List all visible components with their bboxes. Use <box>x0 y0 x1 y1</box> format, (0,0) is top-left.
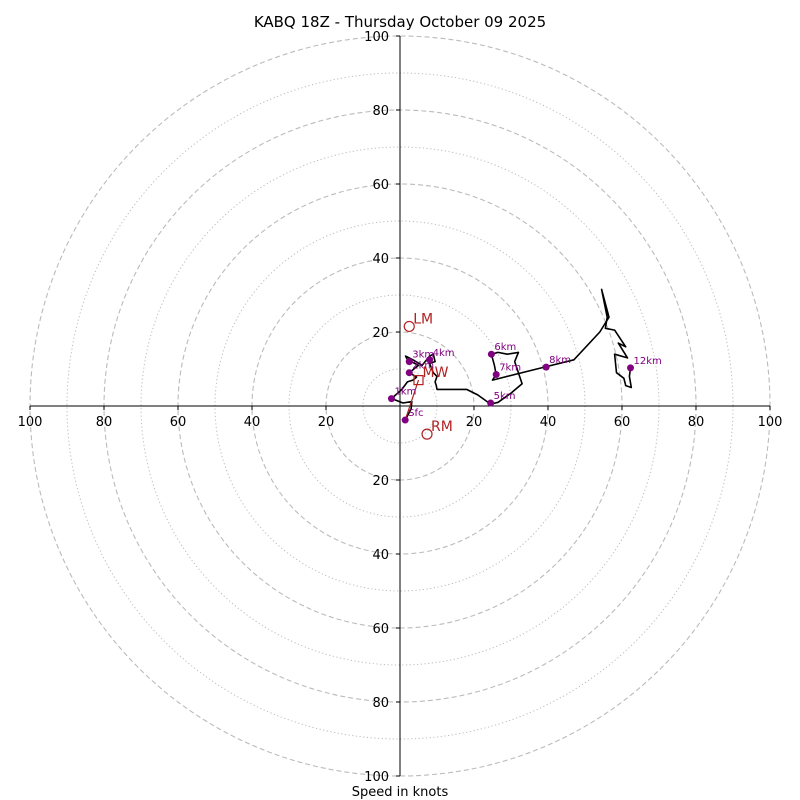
height-label-4km: 4km <box>433 348 455 359</box>
height-point-3km <box>405 358 413 366</box>
storm-motion-marker-lm <box>403 320 415 333</box>
height-label-7km: 7km <box>499 363 521 374</box>
height-label-1km: 1km <box>394 387 416 398</box>
storm-motion-label-rm: RM <box>431 419 453 435</box>
x-tick-label: 100 <box>18 415 43 430</box>
height-point-4km <box>426 356 434 364</box>
x-tick-label: 60 <box>170 415 187 430</box>
height-point-1km <box>387 395 395 403</box>
y-tick-label: 80 <box>372 104 389 119</box>
y-tick-label: 100 <box>364 30 389 45</box>
y-tick-label: 100 <box>364 770 389 785</box>
height-point-sfc <box>401 416 409 424</box>
height-label-5km: 5km <box>494 391 516 402</box>
storm-motion-label-lm: LM <box>413 311 433 327</box>
x-tick-label: 40 <box>540 415 557 430</box>
x-axis-label: Speed in knots <box>352 785 449 800</box>
height-point-6km <box>487 350 495 358</box>
height-label-6km: 6km <box>494 342 516 353</box>
x-tick-label: 40 <box>244 415 261 430</box>
x-tick-label: 80 <box>96 415 113 430</box>
height-point-8km <box>542 363 550 371</box>
height-label-8km: 8km <box>549 355 571 366</box>
height-point-12km <box>627 364 635 372</box>
x-tick-label: 20 <box>466 415 483 430</box>
height-label-2km: 2km <box>412 361 434 372</box>
y-tick-label: 80 <box>372 696 389 711</box>
height-point-5km <box>487 399 495 407</box>
hodograph-trace <box>390 288 633 421</box>
x-tick-label: 100 <box>758 415 783 430</box>
height-point-7km <box>492 371 500 379</box>
height-point-2km <box>405 369 413 377</box>
mean-wind-vector <box>404 379 420 421</box>
y-tick-label: 40 <box>372 548 389 563</box>
chart-title: KABQ 18Z - Thursday October 09 2025 <box>254 13 546 31</box>
height-label-3km: 3km <box>412 350 434 361</box>
y-tick-label: 60 <box>372 178 389 193</box>
storm-motion-marker-mw <box>413 375 424 386</box>
x-tick-label: 80 <box>688 415 705 430</box>
storm-motion-label-mw: MW <box>423 365 449 381</box>
y-tick-label: 20 <box>372 326 389 341</box>
height-label-12km: 12km <box>634 356 662 367</box>
x-tick-label: 60 <box>614 415 631 430</box>
storm-motion-marker-rm <box>421 428 433 440</box>
y-tick-label: 60 <box>372 622 389 637</box>
height-label-sfc: Sfc <box>408 408 423 419</box>
x-tick-label: 20 <box>318 415 335 430</box>
y-tick-label: 40 <box>372 252 389 267</box>
y-tick-label: 20 <box>372 474 389 489</box>
